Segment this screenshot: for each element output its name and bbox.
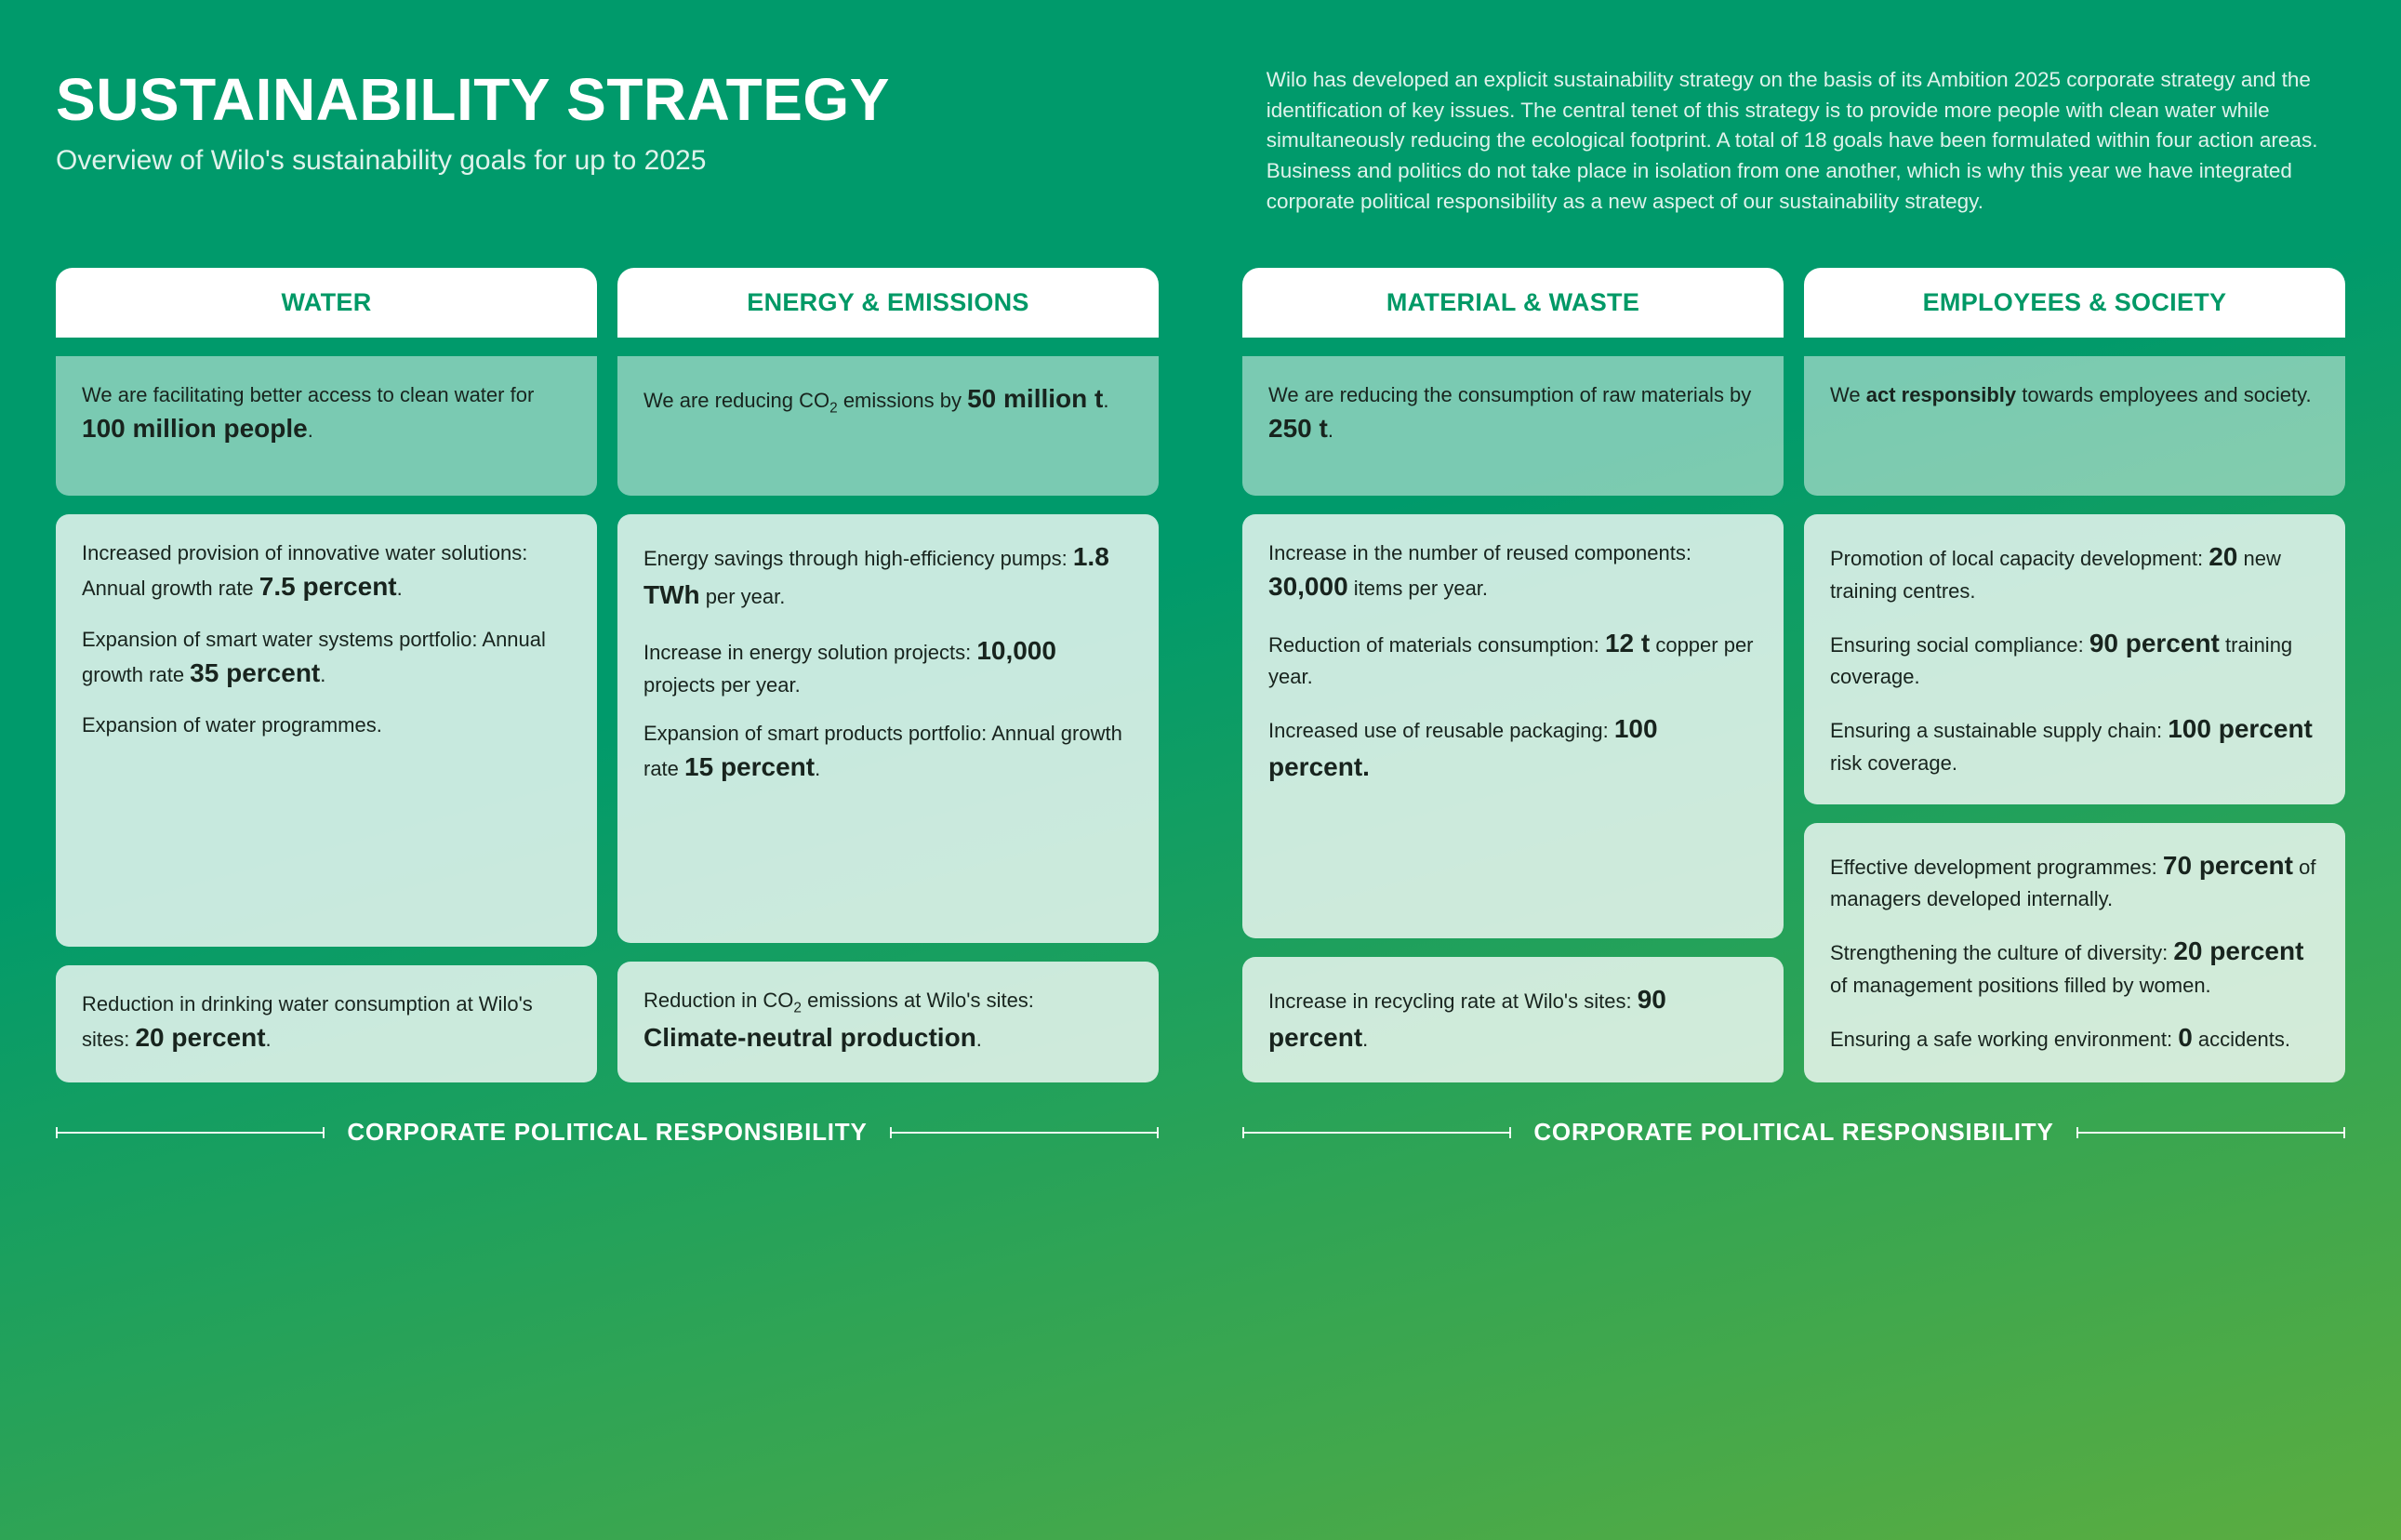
material-goals-card: Increase in the number of reused compone… xyxy=(1242,514,1784,938)
footer-right: CORPORATE POLITICAL RESPONSIBILITY xyxy=(1242,1118,2345,1147)
columns-left: WATER We are facilitating better access … xyxy=(56,268,1159,1082)
footer-rule-left xyxy=(56,1132,325,1134)
column-water: WATER We are facilitating better access … xyxy=(56,268,597,1082)
footer-left: CORPORATE POLITICAL RESPONSIBILITY xyxy=(56,1118,1159,1147)
column-energy: ENERGY & EMISSIONS We are reducing CO2 e… xyxy=(617,268,1159,1082)
water-footer-card: Reduction in drinking water consumption … xyxy=(56,965,597,1082)
column-employees: EMPLOYEES & SOCIETY We act responsibly t… xyxy=(1804,268,2345,1082)
tab-material: MATERIAL & WASTE xyxy=(1242,268,1784,338)
two-page-spread: WATER We are facilitating better access … xyxy=(56,268,2345,1147)
energy-footer-card: Reduction in CO2 emissions at Wilo's sit… xyxy=(617,962,1159,1082)
water-goals-card: Increased provision of innovative water … xyxy=(56,514,597,947)
columns-right: MATERIAL & WASTE We are reducing the con… xyxy=(1242,268,2345,1082)
water-hero-card: We are facilitating better access to cle… xyxy=(56,356,597,496)
employees-goals-card: Promotion of local capacity development:… xyxy=(1804,514,2345,803)
page-right: MATERIAL & WASTE We are reducing the con… xyxy=(1242,268,2345,1147)
energy-hero-card: We are reducing CO2 emissions by 50 mill… xyxy=(617,356,1159,496)
footer-rule-right xyxy=(1242,1132,1511,1134)
employees-hero-card: We act responsibly towards employees and… xyxy=(1804,356,2345,496)
footer-rule-right-2 xyxy=(2076,1132,2345,1134)
tab-employees: EMPLOYEES & SOCIETY xyxy=(1804,268,2345,338)
energy-goals-card: Energy savings through high-efficiency p… xyxy=(617,514,1159,943)
page-left: WATER We are facilitating better access … xyxy=(56,268,1159,1147)
footer-label-left: CORPORATE POLITICAL RESPONSIBILITY xyxy=(347,1118,867,1147)
page-title: SUSTAINABILITY STRATEGY xyxy=(56,65,1155,134)
material-hero-card: We are reducing the consumption of raw m… xyxy=(1242,356,1784,496)
footer-label-right: CORPORATE POLITICAL RESPONSIBILITY xyxy=(1533,1118,2053,1147)
page-subtitle: Overview of Wilo's sustainability goals … xyxy=(56,145,1155,177)
material-footer-card: Increase in recycling rate at Wilo's sit… xyxy=(1242,957,1784,1082)
footer-rule-left-2 xyxy=(890,1132,1159,1134)
employees-footer-card: Effective development programmes: 70 per… xyxy=(1804,823,2345,1083)
header-left: SUSTAINABILITY STRATEGY Overview of Wilo… xyxy=(56,65,1155,217)
column-material: MATERIAL & WASTE We are reducing the con… xyxy=(1242,268,1784,1082)
tab-water: WATER xyxy=(56,268,597,338)
header-row: SUSTAINABILITY STRATEGY Overview of Wilo… xyxy=(56,65,2345,217)
tab-energy: ENERGY & EMISSIONS xyxy=(617,268,1159,338)
intro-paragraph: Wilo has developed an explicit sustainab… xyxy=(1267,65,2345,217)
